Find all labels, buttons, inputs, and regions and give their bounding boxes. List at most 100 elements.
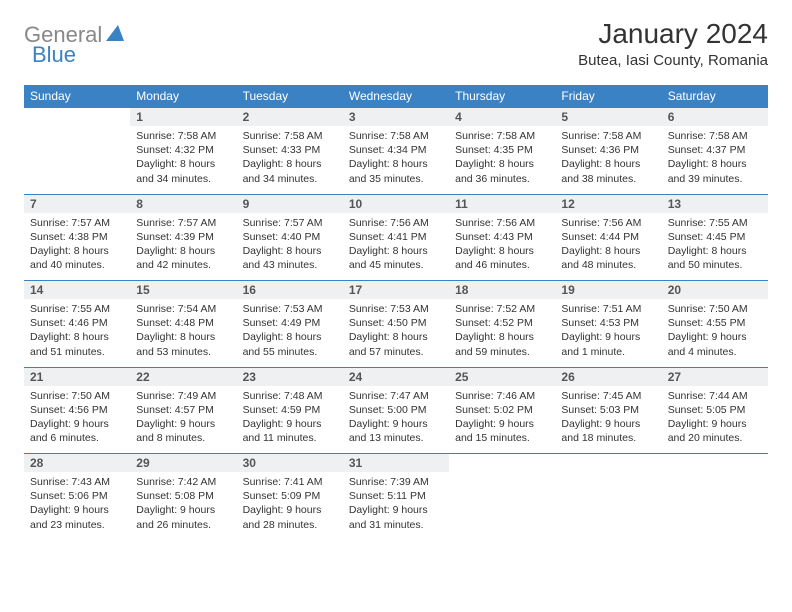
daylight-text-2: and 50 minutes. — [668, 258, 762, 272]
daylight-text-2: and 11 minutes. — [243, 431, 337, 445]
weekday-header: Saturday — [662, 85, 768, 108]
month-title: January 2024 — [578, 18, 768, 50]
sunrise-text: Sunrise: 7:43 AM — [30, 475, 124, 489]
daylight-text-2: and 39 minutes. — [668, 172, 762, 186]
day-number-row: 123456 — [24, 108, 768, 127]
daylight-text-1: Daylight: 8 hours — [136, 244, 230, 258]
daylight-text-1: Daylight: 8 hours — [30, 330, 124, 344]
day-number-row: 21222324252627 — [24, 367, 768, 386]
sunset-text: Sunset: 5:06 PM — [30, 489, 124, 503]
daylight-text-1: Daylight: 8 hours — [136, 330, 230, 344]
daylight-text-1: Daylight: 8 hours — [136, 157, 230, 171]
daylight-text-2: and 38 minutes. — [561, 172, 655, 186]
sunrise-text: Sunrise: 7:53 AM — [349, 302, 443, 316]
day-info-cell: Sunrise: 7:46 AMSunset: 5:02 PMDaylight:… — [449, 386, 555, 454]
sunset-text: Sunset: 4:38 PM — [30, 230, 124, 244]
daylight-text-1: Daylight: 9 hours — [30, 417, 124, 431]
sunrise-text: Sunrise: 7:51 AM — [561, 302, 655, 316]
day-number-cell: 7 — [24, 194, 130, 213]
day-info-cell: Sunrise: 7:48 AMSunset: 4:59 PMDaylight:… — [237, 386, 343, 454]
day-number-row: 78910111213 — [24, 194, 768, 213]
day-number-cell: 29 — [130, 454, 236, 473]
daylight-text-1: Daylight: 8 hours — [455, 157, 549, 171]
daylight-text-2: and 46 minutes. — [455, 258, 549, 272]
daylight-text-1: Daylight: 8 hours — [349, 244, 443, 258]
weekday-header: Thursday — [449, 85, 555, 108]
sunrise-text: Sunrise: 7:58 AM — [561, 129, 655, 143]
sunset-text: Sunset: 4:32 PM — [136, 143, 230, 157]
day-info-cell — [662, 472, 768, 540]
daylight-text-2: and 18 minutes. — [561, 431, 655, 445]
day-number-cell: 6 — [662, 108, 768, 127]
daylight-text-2: and 48 minutes. — [561, 258, 655, 272]
daylight-text-1: Daylight: 8 hours — [349, 157, 443, 171]
daylight-text-2: and 26 minutes. — [136, 518, 230, 532]
day-number-cell — [662, 454, 768, 473]
day-number-cell: 30 — [237, 454, 343, 473]
sunset-text: Sunset: 5:02 PM — [455, 403, 549, 417]
daylight-text-1: Daylight: 8 hours — [243, 330, 337, 344]
daylight-text-2: and 40 minutes. — [30, 258, 124, 272]
day-info-cell: Sunrise: 7:58 AMSunset: 4:34 PMDaylight:… — [343, 126, 449, 194]
title-block: January 2024 Butea, Iasi County, Romania — [578, 18, 768, 69]
daylight-text-2: and 34 minutes. — [136, 172, 230, 186]
sunrise-text: Sunrise: 7:57 AM — [136, 216, 230, 230]
daylight-text-2: and 36 minutes. — [455, 172, 549, 186]
sunrise-text: Sunrise: 7:46 AM — [455, 389, 549, 403]
daylight-text-2: and 15 minutes. — [455, 431, 549, 445]
location-label: Butea, Iasi County, Romania — [578, 52, 768, 69]
daylight-text-2: and 6 minutes. — [30, 431, 124, 445]
day-info-cell: Sunrise: 7:45 AMSunset: 5:03 PMDaylight:… — [555, 386, 661, 454]
sunrise-text: Sunrise: 7:54 AM — [136, 302, 230, 316]
day-number-cell: 27 — [662, 367, 768, 386]
sunset-text: Sunset: 4:44 PM — [561, 230, 655, 244]
daylight-text-2: and 43 minutes. — [243, 258, 337, 272]
daylight-text-2: and 34 minutes. — [243, 172, 337, 186]
sunrise-text: Sunrise: 7:56 AM — [561, 216, 655, 230]
day-info-cell: Sunrise: 7:39 AMSunset: 5:11 PMDaylight:… — [343, 472, 449, 540]
day-number-cell: 23 — [237, 367, 343, 386]
day-number-cell: 17 — [343, 281, 449, 300]
sunrise-text: Sunrise: 7:58 AM — [243, 129, 337, 143]
day-number-cell: 9 — [237, 194, 343, 213]
weekday-header: Wednesday — [343, 85, 449, 108]
sunset-text: Sunset: 4:36 PM — [561, 143, 655, 157]
day-info-cell: Sunrise: 7:42 AMSunset: 5:08 PMDaylight:… — [130, 472, 236, 540]
daylight-text-2: and 4 minutes. — [668, 345, 762, 359]
sunset-text: Sunset: 4:52 PM — [455, 316, 549, 330]
daylight-text-1: Daylight: 9 hours — [668, 330, 762, 344]
day-number-cell: 19 — [555, 281, 661, 300]
sunset-text: Sunset: 4:55 PM — [668, 316, 762, 330]
sunrise-text: Sunrise: 7:47 AM — [349, 389, 443, 403]
daylight-text-2: and 8 minutes. — [136, 431, 230, 445]
sunrise-text: Sunrise: 7:50 AM — [668, 302, 762, 316]
sunset-text: Sunset: 5:05 PM — [668, 403, 762, 417]
daylight-text-2: and 55 minutes. — [243, 345, 337, 359]
weekday-header: Tuesday — [237, 85, 343, 108]
day-number-cell: 31 — [343, 454, 449, 473]
daylight-text-2: and 42 minutes. — [136, 258, 230, 272]
daylight-text-1: Daylight: 9 hours — [349, 503, 443, 517]
sunset-text: Sunset: 4:40 PM — [243, 230, 337, 244]
day-info-cell: Sunrise: 7:56 AMSunset: 4:44 PMDaylight:… — [555, 213, 661, 281]
day-number-cell: 5 — [555, 108, 661, 127]
day-info-cell: Sunrise: 7:56 AMSunset: 4:43 PMDaylight:… — [449, 213, 555, 281]
daylight-text-1: Daylight: 9 hours — [561, 417, 655, 431]
daylight-text-2: and 20 minutes. — [668, 431, 762, 445]
day-info-cell — [24, 126, 130, 194]
sunrise-text: Sunrise: 7:42 AM — [136, 475, 230, 489]
sunrise-text: Sunrise: 7:58 AM — [668, 129, 762, 143]
weekday-header: Friday — [555, 85, 661, 108]
day-number-cell: 22 — [130, 367, 236, 386]
daylight-text-2: and 57 minutes. — [349, 345, 443, 359]
day-info-row: Sunrise: 7:57 AM Sunset: 4:38 PM Daylight:… — [24, 213, 768, 281]
weekday-header: Sunday — [24, 85, 130, 108]
day-info-cell: Sunrise: 7:50 AMSunset: 4:55 PMDaylight:… — [662, 299, 768, 367]
day-info-cell: Sunrise: 7:58 AMSunset: 4:35 PMDaylight:… — [449, 126, 555, 194]
sunrise-text: Sunrise: 7:48 AM — [243, 389, 337, 403]
weekday-header-row: Sunday Monday Tuesday Wednesday Thursday… — [24, 85, 768, 108]
day-info-cell: Sunrise: 7:47 AMSunset: 5:00 PMDaylight:… — [343, 386, 449, 454]
day-info-cell: Sunrise: 7:52 AMSunset: 4:52 PMDaylight:… — [449, 299, 555, 367]
daylight-text-1: Daylight: 9 hours — [136, 417, 230, 431]
daylight-text-1: Daylight: 9 hours — [243, 417, 337, 431]
